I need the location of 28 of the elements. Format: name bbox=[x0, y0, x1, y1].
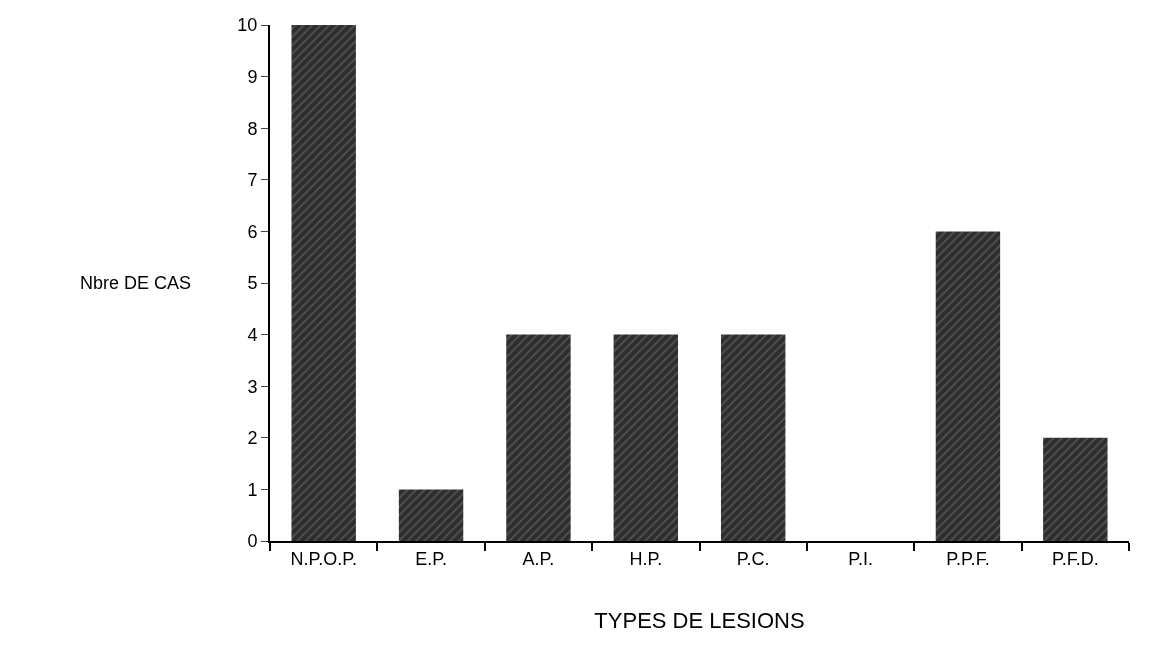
y-axis-title: Nbre DE CAS bbox=[80, 273, 192, 293]
y-tick-label: 4 bbox=[247, 324, 258, 345]
y-tick-label: 0 bbox=[247, 531, 258, 552]
y-tick-label: 10 bbox=[237, 15, 258, 36]
x-tick-label: E.P. bbox=[415, 548, 447, 569]
y-tick-label: 3 bbox=[247, 376, 258, 397]
bar bbox=[291, 25, 356, 541]
y-tick-label: 9 bbox=[247, 66, 258, 87]
y-tick-label: 2 bbox=[247, 428, 258, 449]
x-tick-label: P.P.F. bbox=[946, 548, 990, 569]
bar bbox=[613, 334, 679, 541]
x-tick-label: P.F.D. bbox=[1051, 548, 1099, 569]
bar bbox=[506, 334, 571, 541]
y-tick-label: 8 bbox=[247, 118, 258, 139]
bar bbox=[398, 489, 464, 541]
x-tick-label: N.P.O.P. bbox=[290, 548, 357, 569]
x-tick-label: P.C. bbox=[736, 548, 770, 569]
y-tick-label: 5 bbox=[247, 273, 258, 294]
x-tick-label: A.P. bbox=[522, 548, 555, 569]
x-tick-label: P.I. bbox=[848, 548, 873, 569]
bar bbox=[720, 334, 786, 541]
bar bbox=[935, 231, 1001, 541]
x-axis-title: TYPES DE LESIONS bbox=[594, 608, 805, 633]
y-tick-label: 1 bbox=[247, 479, 258, 500]
bar bbox=[1043, 437, 1108, 541]
y-tick-label: 7 bbox=[247, 170, 258, 191]
y-tick-label: 6 bbox=[247, 221, 258, 242]
x-tick-label: H.P. bbox=[629, 548, 663, 569]
